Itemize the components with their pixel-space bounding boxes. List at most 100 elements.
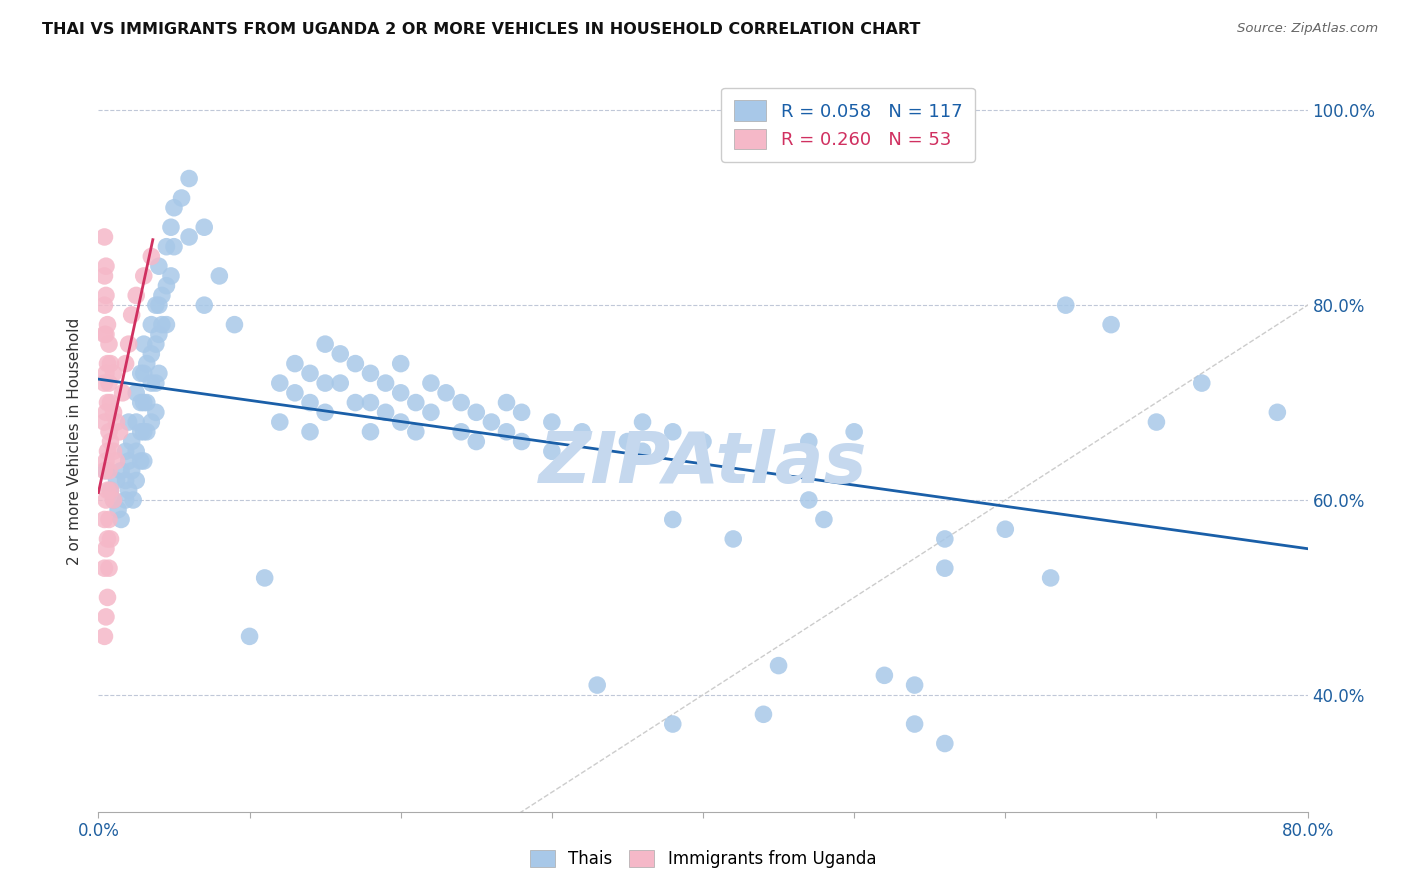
Point <box>1191 376 1213 390</box>
Point <box>495 395 517 409</box>
Point <box>129 454 152 468</box>
Point <box>118 415 141 429</box>
Point <box>465 434 488 449</box>
Point <box>132 367 155 381</box>
Point <box>994 522 1017 536</box>
Point <box>405 395 427 409</box>
Point <box>374 376 396 390</box>
Point <box>114 493 136 508</box>
Point <box>481 415 503 429</box>
Point <box>96 357 118 371</box>
Point <box>103 367 125 381</box>
Point <box>141 250 163 264</box>
Point <box>299 367 322 381</box>
Point <box>360 425 382 439</box>
Point <box>145 298 167 312</box>
Point <box>148 327 170 342</box>
Point <box>163 201 186 215</box>
Point <box>374 405 396 419</box>
Point <box>253 571 276 585</box>
Point <box>949 142 972 156</box>
Point <box>94 454 117 468</box>
Point <box>93 376 115 390</box>
Point <box>98 376 121 390</box>
Point <box>1267 405 1289 419</box>
Point <box>540 415 562 429</box>
Point <box>98 512 121 526</box>
Point <box>114 357 136 371</box>
Point <box>934 737 956 751</box>
Point <box>631 444 654 458</box>
Point <box>93 268 115 283</box>
Point <box>100 395 122 409</box>
Point <box>132 395 155 409</box>
Point <box>873 668 896 682</box>
Point <box>141 318 163 332</box>
Point <box>94 288 117 302</box>
Point <box>103 444 125 458</box>
Point <box>141 347 163 361</box>
Point <box>179 171 201 186</box>
Point <box>105 415 128 429</box>
Point <box>94 464 117 478</box>
Point <box>768 658 790 673</box>
Point <box>121 308 143 322</box>
Point <box>269 415 291 429</box>
Point <box>125 288 148 302</box>
Point <box>122 493 145 508</box>
Point <box>125 385 148 400</box>
Point <box>723 532 745 546</box>
Point <box>904 717 927 731</box>
Point <box>904 678 927 692</box>
Point <box>103 405 125 419</box>
Point <box>100 434 122 449</box>
Point <box>94 493 117 508</box>
Point <box>148 367 170 381</box>
Point <box>193 220 215 235</box>
Point <box>450 395 472 409</box>
Point <box>103 493 125 508</box>
Point <box>100 357 122 371</box>
Point <box>844 425 866 439</box>
Point <box>314 337 336 351</box>
Point <box>160 220 183 235</box>
Legend: R = 0.058   N = 117, R = 0.260   N = 53: R = 0.058 N = 117, R = 0.260 N = 53 <box>721 87 974 162</box>
Point <box>135 395 157 409</box>
Point <box>105 454 128 468</box>
Point <box>1099 318 1122 332</box>
Point <box>94 541 117 556</box>
Point <box>135 357 157 371</box>
Point <box>96 591 118 605</box>
Point <box>110 464 132 478</box>
Point <box>111 385 134 400</box>
Point <box>132 425 155 439</box>
Point <box>125 444 148 458</box>
Point <box>145 405 167 419</box>
Text: THAI VS IMMIGRANTS FROM UGANDA 2 OR MORE VEHICLES IN HOUSEHOLD CORRELATION CHART: THAI VS IMMIGRANTS FROM UGANDA 2 OR MORE… <box>42 22 921 37</box>
Point <box>224 318 246 332</box>
Point <box>299 425 322 439</box>
Point <box>135 425 157 439</box>
Point <box>692 434 714 449</box>
Point <box>98 464 121 478</box>
Point <box>934 532 956 546</box>
Point <box>797 493 820 508</box>
Point <box>108 425 131 439</box>
Point <box>100 483 122 498</box>
Point <box>752 707 775 722</box>
Point <box>129 367 152 381</box>
Point <box>510 434 533 449</box>
Point <box>344 357 367 371</box>
Point <box>661 425 683 439</box>
Point <box>495 425 517 439</box>
Point <box>631 415 654 429</box>
Point <box>96 444 118 458</box>
Point <box>163 240 186 254</box>
Point <box>93 629 115 643</box>
Point <box>93 415 115 429</box>
Text: ZIPAtlas: ZIPAtlas <box>538 429 868 499</box>
Point <box>98 337 121 351</box>
Point <box>125 415 148 429</box>
Point <box>118 454 141 468</box>
Point <box>93 230 115 244</box>
